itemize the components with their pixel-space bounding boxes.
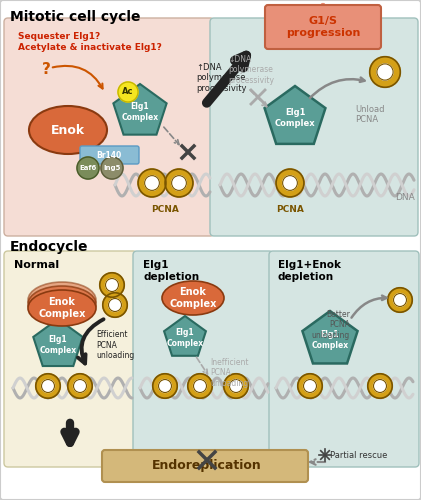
Circle shape [373,380,386,392]
Text: Elg1+Enok
depletion: Elg1+Enok depletion [278,260,341,281]
Circle shape [388,288,412,312]
Text: ↓DNA
polymerase
processivity: ↓DNA polymerase processivity [228,55,274,85]
Circle shape [229,380,242,392]
Circle shape [304,380,317,392]
Circle shape [370,56,400,88]
Circle shape [172,176,187,190]
Circle shape [42,380,54,392]
Text: Mitotic cell cycle: Mitotic cell cycle [10,10,141,24]
Text: Elg1
Complex: Elg1 Complex [121,102,159,122]
Circle shape [368,374,392,398]
Ellipse shape [29,106,107,154]
Circle shape [145,176,160,190]
Polygon shape [264,86,325,144]
Text: Br140: Br140 [96,150,122,160]
Text: G1/S
progression: G1/S progression [286,16,360,38]
Text: Normal: Normal [14,260,59,270]
Text: Enok
Complex: Enok Complex [38,297,86,319]
Circle shape [394,294,407,306]
Circle shape [194,380,206,392]
FancyBboxPatch shape [80,146,139,164]
Polygon shape [164,316,206,356]
Text: Endoreplication: Endoreplication [152,460,262,472]
Polygon shape [113,84,167,134]
Circle shape [100,273,124,297]
Text: Sequester Elg1?: Sequester Elg1? [18,32,100,41]
Text: Inefficient
PCNA
unloading: Inefficient PCNA unloading [210,358,248,388]
Text: Enok: Enok [51,124,85,136]
FancyBboxPatch shape [210,18,418,236]
Circle shape [282,176,297,190]
Text: Partial rescue: Partial rescue [330,450,387,460]
FancyBboxPatch shape [265,5,381,49]
Text: Unload
PCNA: Unload PCNA [355,105,384,124]
Text: PCNA: PCNA [151,205,179,214]
Text: DNA: DNA [395,194,415,202]
Circle shape [159,380,171,392]
Circle shape [298,374,322,398]
Circle shape [224,374,248,398]
Circle shape [153,374,177,398]
Circle shape [106,278,118,291]
Polygon shape [33,319,83,366]
Circle shape [276,169,304,197]
Text: ↑DNA
polymerase
processivity: ↑DNA polymerase processivity [196,63,247,93]
Circle shape [74,380,86,392]
Circle shape [36,374,60,398]
Text: Eaf6: Eaf6 [80,165,97,171]
Text: PCNA: PCNA [276,205,304,214]
Ellipse shape [28,286,96,322]
Circle shape [188,374,212,398]
Circle shape [77,157,99,179]
Text: Ing5: Ing5 [103,165,121,171]
Text: Better
PCNA
unloading: Better PCNA unloading [312,310,350,340]
FancyBboxPatch shape [269,251,419,467]
FancyBboxPatch shape [4,251,137,467]
Text: Elg1
Complex: Elg1 Complex [312,330,349,349]
Circle shape [377,64,393,80]
FancyBboxPatch shape [4,18,214,236]
Text: Enok
Complex: Enok Complex [169,287,217,309]
Circle shape [109,298,122,312]
Text: Elg1
Complex: Elg1 Complex [166,328,204,347]
Text: Acetylate & inactivate Elg1?: Acetylate & inactivate Elg1? [18,43,162,52]
Circle shape [101,157,123,179]
Text: Elg1
Complex: Elg1 Complex [274,108,315,128]
Circle shape [68,374,92,398]
Circle shape [103,293,127,317]
Ellipse shape [162,281,224,315]
Text: ?: ? [42,62,51,77]
Text: Elg1
Complex: Elg1 Complex [40,336,77,354]
Polygon shape [302,311,357,364]
Ellipse shape [28,282,96,318]
Text: Elg1
depletion: Elg1 depletion [143,260,199,281]
Text: Ac: Ac [122,88,134,96]
Text: Endocycle: Endocycle [10,240,88,254]
Ellipse shape [28,290,96,326]
Circle shape [118,82,138,102]
Text: Efficient
PCNA
unloading: Efficient PCNA unloading [96,330,134,360]
FancyBboxPatch shape [102,450,308,482]
Circle shape [165,169,193,197]
FancyBboxPatch shape [133,251,273,467]
Circle shape [138,169,166,197]
